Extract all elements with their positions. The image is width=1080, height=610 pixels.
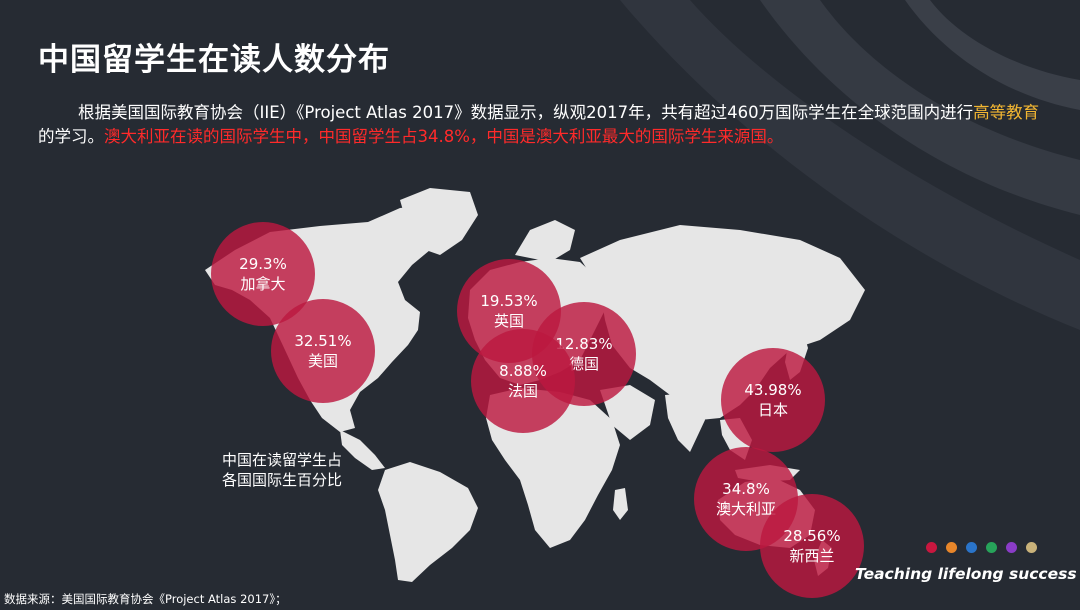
bubble-country: 澳大利亚 bbox=[715, 500, 776, 518]
bubble-percent: 32.51% bbox=[294, 332, 352, 350]
bubble-japan: 43.98% 日本 bbox=[721, 348, 825, 452]
brand-dot bbox=[1006, 542, 1017, 553]
bubble-country: 日本 bbox=[757, 401, 788, 419]
paragraph-text: 根据美国国际教育协会（IIE）《Project Atlas 2017》数据显示，… bbox=[78, 103, 974, 122]
bubble-country: 新西兰 bbox=[789, 547, 835, 565]
india-shape bbox=[665, 392, 705, 452]
brand-dots bbox=[926, 542, 1037, 553]
brand-dot bbox=[966, 542, 977, 553]
brand-dot bbox=[986, 542, 997, 553]
bubble-new-zealand: 28.56% 新西兰 bbox=[760, 494, 864, 598]
greenland-shape bbox=[400, 188, 478, 255]
brand-dot bbox=[946, 542, 957, 553]
bubble-usa: 32.51% 美国 bbox=[271, 299, 375, 403]
bubble-percent: 19.53% bbox=[480, 292, 538, 310]
arabia-shape bbox=[600, 385, 655, 440]
highlight-australia: 澳大利亚在读的国际学生中，中国留学生占34.8%，中国是澳大利亚最大的国际学生来… bbox=[104, 127, 784, 146]
brand-dot bbox=[926, 542, 937, 553]
central-america-shape bbox=[340, 430, 385, 470]
bubble-country: 加拿大 bbox=[240, 275, 286, 293]
scandinavia-shape bbox=[515, 220, 575, 262]
bubble-percent: 34.8% bbox=[722, 480, 770, 498]
bubble-country: 德国 bbox=[568, 355, 599, 373]
map-caption-line2: 各国国际生百分比 bbox=[222, 471, 343, 489]
intro-paragraph: 根据美国国际教育协会（IIE）《Project Atlas 2017》数据显示，… bbox=[38, 101, 1048, 149]
bubble-percent: 12.83% bbox=[555, 335, 613, 353]
bubble-country: 英国 bbox=[493, 312, 524, 330]
highlight-higher-education: 高等教育 bbox=[973, 103, 1040, 122]
map-caption: 中国在读留学生占 各国国际生百分比 bbox=[222, 450, 342, 490]
bubble-country: 美国 bbox=[307, 352, 338, 370]
south-america-shape bbox=[378, 462, 478, 582]
page-title: 中国留学生在读人数分布 bbox=[38, 42, 390, 78]
tagline: Teaching lifelong success bbox=[855, 565, 1077, 583]
bubble-percent: 29.3% bbox=[239, 255, 287, 273]
bubble-australia: 34.8% 澳大利亚 bbox=[694, 447, 798, 551]
data-source: 数据来源：美国国际教育协会《Project Atlas 2017》； bbox=[4, 592, 287, 606]
map-caption-line1: 中国在读留学生占 bbox=[222, 451, 343, 469]
asia-shape bbox=[580, 225, 865, 420]
bubble-percent: 43.98% bbox=[744, 381, 802, 399]
paragraph-text-end: 的学习。 bbox=[38, 127, 104, 146]
brand-dot bbox=[1026, 542, 1037, 553]
bubble-country: 法国 bbox=[507, 382, 538, 400]
bubble-percent: 8.88% bbox=[499, 362, 547, 380]
bubble-france: 8.88% 法国 bbox=[471, 329, 575, 433]
madagascar-shape bbox=[613, 488, 628, 520]
bubble-percent: 28.56% bbox=[783, 527, 841, 545]
